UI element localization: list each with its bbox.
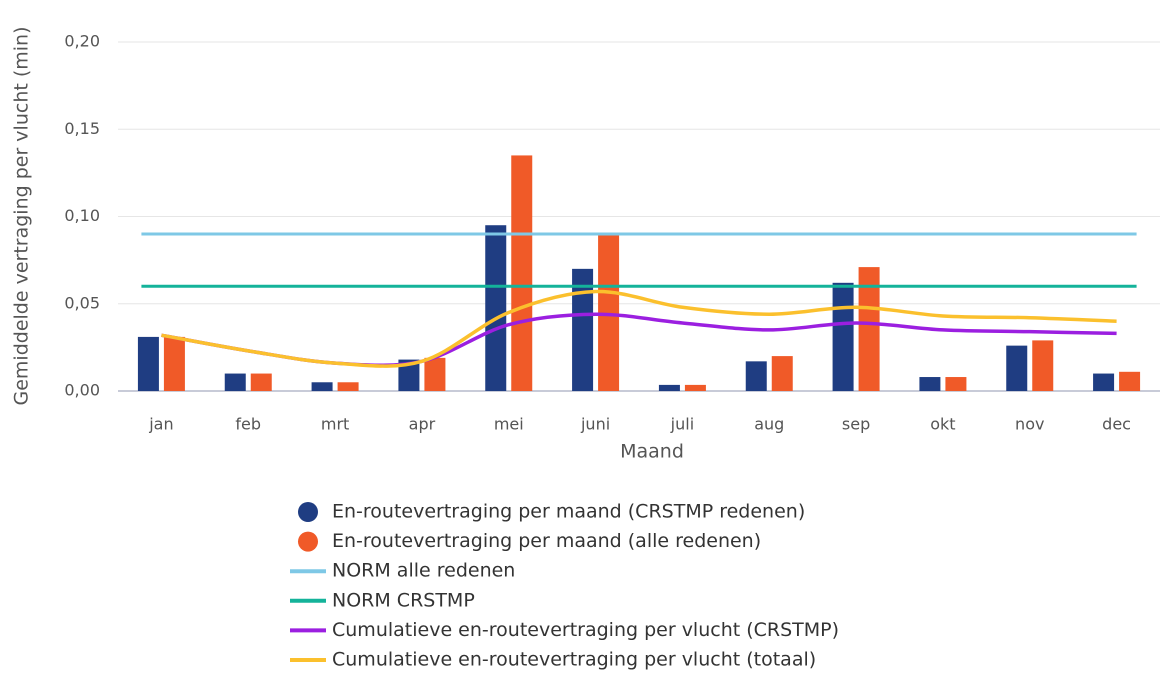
x-tick-label: dec	[1102, 415, 1131, 434]
bar	[163, 336, 185, 391]
bar	[832, 282, 854, 391]
bar	[1006, 345, 1028, 391]
bar	[337, 382, 359, 391]
legend-label: En-routevertraging per maand (alle reden…	[332, 530, 761, 552]
legend-label: Cumulatieve en-routevertraging per vluch…	[332, 619, 839, 641]
x-tick-label: juni	[580, 415, 610, 434]
y-tick-label: 0,20	[64, 32, 100, 51]
x-tick-label: jan	[148, 415, 173, 434]
bar	[398, 359, 420, 391]
legend-label: Cumulatieve en-routevertraging per vluch…	[332, 649, 816, 671]
bar	[945, 377, 967, 391]
bar	[224, 373, 246, 391]
bar	[658, 384, 680, 391]
legend-label: NORM alle redenen	[332, 560, 515, 582]
bar	[1032, 340, 1054, 391]
bar	[572, 268, 594, 391]
legend-label: NORM CRSTMP	[332, 589, 475, 611]
bar	[1119, 371, 1141, 391]
bar	[919, 377, 941, 391]
bar	[511, 155, 533, 391]
x-tick-label: nov	[1015, 415, 1044, 434]
x-tick-label: feb	[235, 415, 261, 434]
x-tick-label: aug	[754, 415, 784, 434]
x-tick-label: mrt	[321, 415, 349, 434]
bar	[250, 373, 272, 391]
legend-marker	[298, 502, 318, 522]
bar	[1093, 373, 1115, 391]
legend-marker	[298, 531, 318, 552]
bar	[684, 384, 706, 391]
x-axis-title: Maand	[620, 441, 684, 463]
x-tick-label: okt	[930, 415, 955, 434]
bar	[485, 225, 507, 391]
bar	[598, 233, 620, 391]
x-tick-label: mei	[494, 415, 524, 434]
bar	[137, 336, 159, 391]
y-tick-label: 0,10	[64, 206, 100, 225]
bar	[745, 361, 767, 391]
legend-label: En-routevertraging per maand (CRSTMP red…	[332, 501, 805, 523]
y-tick-label: 0,05	[64, 293, 100, 312]
bar	[771, 356, 793, 391]
line	[161, 312, 1117, 368]
y-tick-label: 0,15	[64, 119, 100, 138]
bar	[311, 382, 333, 391]
line	[161, 289, 1117, 368]
x-tick-label: juli	[670, 415, 694, 434]
y-axis-title: Gemiddelde vertraging per vlucht (min)	[11, 26, 33, 405]
x-tick-label: apr	[409, 415, 436, 434]
bar	[858, 267, 880, 391]
bar	[424, 357, 446, 391]
y-tick-label: 0,00	[64, 381, 100, 400]
x-tick-label: sep	[842, 415, 870, 434]
